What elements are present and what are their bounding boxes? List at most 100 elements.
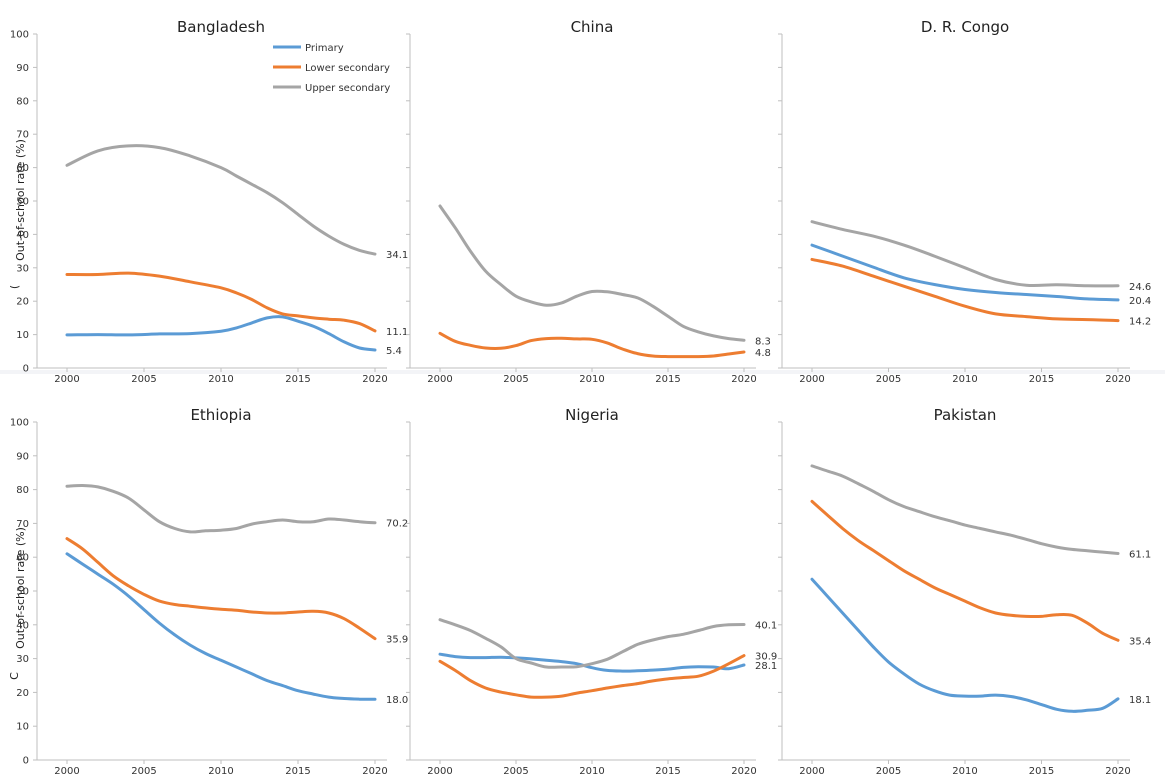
x-tick-label: 2015 [1029, 374, 1054, 385]
x-tick-label: 2020 [731, 766, 756, 777]
data-label-lower-secondary: 14.2 [1129, 317, 1151, 328]
legend-entry: Lower secondary [305, 63, 390, 74]
y-tick-label: 10 [16, 330, 29, 341]
y-axis-title-stub: C [8, 672, 21, 680]
chart-title: D. R. Congo [921, 18, 1009, 36]
x-tick-label: 2020 [731, 374, 756, 385]
y-tick-label: 40 [16, 620, 29, 631]
x-tick-label: 2015 [1029, 766, 1054, 777]
y-tick-label: 90 [16, 451, 29, 462]
series-line-lower-secondary [438, 654, 746, 699]
x-tick-label: 2000 [799, 766, 824, 777]
data-label-primary: 18.0 [386, 695, 408, 706]
series-line-primary [810, 243, 1120, 302]
data-label-upper-secondary: 70.2 [386, 519, 408, 530]
y-axis-title-stub: ( [8, 285, 21, 289]
data-label-primary: 18.1 [1129, 695, 1151, 706]
y-tick-label: 0 [23, 364, 29, 375]
panel-row-bottom-bg [0, 374, 1165, 784]
series-line-lower-secondary [810, 499, 1120, 642]
x-tick-label: 2005 [131, 766, 156, 777]
x-tick-label: 2000 [799, 374, 824, 385]
x-tick-label: 2020 [1105, 374, 1130, 385]
x-tick-label: 2005 [503, 766, 528, 777]
data-label-primary: 28.1 [755, 661, 777, 672]
y-tick-label: 20 [16, 688, 29, 699]
legend-entry: Upper secondary [305, 83, 390, 94]
y-tick-label: 20 [16, 297, 29, 308]
data-label-upper-secondary: 24.6 [1129, 282, 1151, 293]
x-tick-label: 2000 [427, 766, 452, 777]
series-line-lower-secondary [65, 537, 377, 641]
series-line-upper-secondary [65, 144, 377, 256]
series-line-lower-secondary [810, 257, 1120, 323]
data-label-primary: 20.4 [1129, 296, 1151, 307]
data-label-lower-secondary: 11.1 [386, 327, 408, 338]
x-tick-label: 2020 [362, 766, 387, 777]
chart-title: Ethiopia [190, 406, 251, 424]
y-tick-label: 0 [23, 756, 29, 767]
data-label-lower-secondary: 30.9 [755, 652, 777, 663]
x-tick-label: 2000 [54, 374, 79, 385]
x-tick-label: 2010 [208, 766, 233, 777]
chart-title: China [571, 18, 614, 36]
data-label-upper-secondary: 40.1 [755, 620, 777, 631]
y-tick-label: 70 [16, 519, 29, 530]
series-line-lower-secondary [65, 271, 377, 333]
data-label-primary: 5.4 [386, 346, 402, 357]
y-tick-label: 40 [16, 230, 29, 241]
x-tick-label: 2010 [952, 766, 977, 777]
x-tick-label: 2000 [427, 374, 452, 385]
y-tick-label: 60 [16, 163, 29, 174]
panel-row-top-bg [0, 0, 1165, 370]
chart-title: Nigeria [565, 406, 619, 424]
x-tick-label: 2010 [952, 374, 977, 385]
y-tick-label: 80 [16, 96, 29, 107]
series-line-primary [810, 577, 1120, 713]
y-tick-label: 50 [16, 197, 29, 208]
chart-title: Pakistan [934, 406, 997, 424]
series-line-upper-secondary [438, 618, 746, 669]
y-tick-label: 100 [10, 418, 29, 429]
series-line-upper-secondary [810, 220, 1120, 288]
series-line-primary [65, 552, 377, 701]
y-tick-label: 80 [16, 485, 29, 496]
x-tick-label: 2005 [876, 766, 901, 777]
x-tick-label: 2005 [131, 374, 156, 385]
x-tick-label: 2010 [208, 374, 233, 385]
x-tick-label: 2010 [579, 374, 604, 385]
x-tick-label: 2010 [579, 766, 604, 777]
y-tick-label: 10 [16, 722, 29, 733]
data-label-lower-secondary: 35.9 [386, 635, 408, 646]
data-label-upper-secondary: 34.1 [386, 250, 408, 261]
legend-entry: Primary [305, 43, 344, 54]
series-line-primary [65, 315, 377, 352]
y-tick-label: 60 [16, 553, 29, 564]
y-tick-label: 70 [16, 130, 29, 141]
data-label-upper-secondary: 8.3 [755, 336, 771, 347]
y-tick-label: 30 [16, 654, 29, 665]
x-tick-label: 2015 [285, 374, 310, 385]
x-tick-label: 2000 [54, 766, 79, 777]
x-tick-label: 2015 [655, 766, 680, 777]
data-label-upper-secondary: 61.1 [1129, 549, 1151, 560]
data-label-lower-secondary: 4.8 [755, 348, 771, 359]
data-label-lower-secondary: 35.4 [1129, 636, 1151, 647]
y-tick-label: 30 [16, 263, 29, 274]
y-tick-label: 50 [16, 587, 29, 598]
y-tick-label: 100 [10, 30, 29, 41]
y-axis-title: Out-of-school rate (%) [14, 527, 27, 649]
chart-title: Bangladesh [177, 18, 265, 36]
x-tick-label: 2005 [876, 374, 901, 385]
x-tick-label: 2020 [1105, 766, 1130, 777]
series-line-primary [438, 652, 746, 673]
x-tick-label: 2020 [362, 374, 387, 385]
series-line-upper-secondary [65, 483, 377, 534]
y-tick-label: 90 [16, 63, 29, 74]
series-line-lower-secondary [438, 331, 746, 359]
x-tick-label: 2015 [655, 374, 680, 385]
x-tick-label: 2005 [503, 374, 528, 385]
x-tick-label: 2015 [285, 766, 310, 777]
